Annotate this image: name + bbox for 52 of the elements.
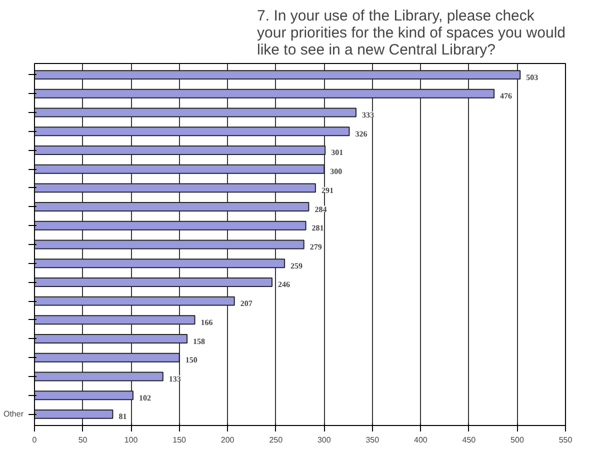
data-label: 102 xyxy=(138,393,151,402)
bar xyxy=(34,88,495,98)
bar xyxy=(34,183,316,193)
bar xyxy=(34,390,134,400)
bar xyxy=(34,352,180,362)
data-label: 284 xyxy=(314,204,327,214)
data-label: 326 xyxy=(355,129,368,138)
data-label: 476 xyxy=(500,92,512,101)
bar xyxy=(34,240,304,250)
x-tick-label: 500 xyxy=(510,436,524,444)
x-tick-label: 0 xyxy=(32,436,38,444)
x-tick-label: 300 xyxy=(317,436,332,444)
bar xyxy=(34,202,310,212)
data-label: 279 xyxy=(310,242,322,252)
bar xyxy=(34,277,272,287)
bar xyxy=(34,126,350,136)
bar xyxy=(34,258,286,268)
data-label: 246 xyxy=(278,280,290,290)
bar xyxy=(34,334,188,344)
data-label: 81 xyxy=(118,412,127,422)
bar xyxy=(34,164,325,174)
x-tick-label: 250 xyxy=(269,436,284,444)
data-label: 291 xyxy=(321,186,334,195)
x-tick-label: 400 xyxy=(414,436,428,444)
bar xyxy=(34,70,521,80)
data-label: 150 xyxy=(185,356,198,365)
data-label: 281 xyxy=(312,224,324,233)
bar xyxy=(34,296,235,306)
bar xyxy=(34,315,196,325)
bar xyxy=(34,372,164,382)
x-tick-label: 200 xyxy=(220,436,235,444)
x-tick-label: 100 xyxy=(124,436,138,444)
data-label: 133 xyxy=(168,374,181,384)
data-label: 158 xyxy=(193,336,206,346)
bar xyxy=(34,108,356,118)
data-label: 166 xyxy=(200,318,213,327)
x-tick-label: 550 xyxy=(558,436,573,444)
x-tick-label: 350 xyxy=(366,436,380,444)
bar xyxy=(34,220,306,230)
chart-title: 7. In your use of the Library, please check your priorities for the kind of spaces you would like to see in a new Central Library? xyxy=(257,8,566,58)
data-label: 207 xyxy=(240,299,252,308)
x-tick-label: 50 xyxy=(78,436,88,444)
y-tick-label: Other xyxy=(3,410,24,419)
data-label: 333 xyxy=(362,110,374,120)
data-label: 300 xyxy=(330,167,342,176)
bar xyxy=(34,145,326,155)
data-label: 259 xyxy=(290,261,303,270)
bar xyxy=(34,409,114,419)
x-tick-label: 450 xyxy=(462,436,476,444)
x-tick-label: 150 xyxy=(172,436,187,444)
data-label: 503 xyxy=(526,72,538,82)
data-label: 301 xyxy=(331,148,344,158)
